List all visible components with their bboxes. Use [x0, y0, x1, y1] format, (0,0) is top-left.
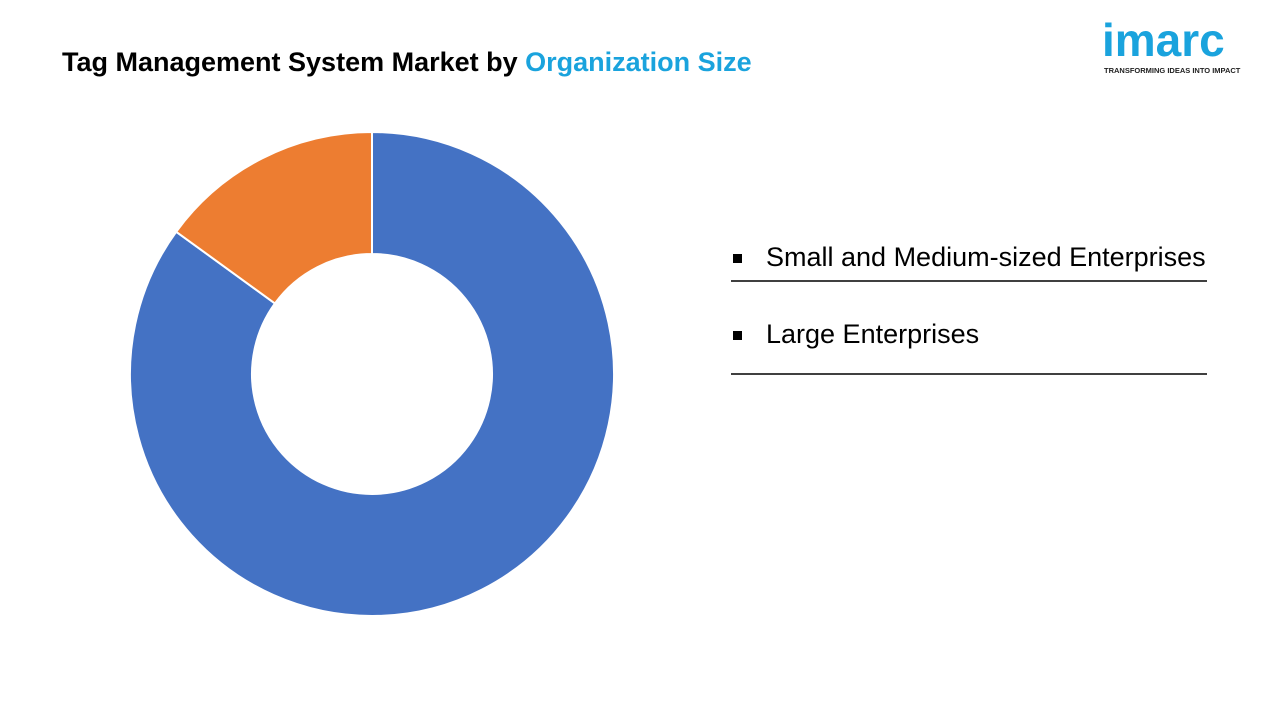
donut-slice	[129, 130, 615, 617]
legend-label: Small and Medium-sized Enterprises	[766, 242, 1206, 272]
title-main: Tag Management System Market by	[62, 47, 518, 77]
donut-slice	[174, 130, 373, 305]
title-highlight: Organization Size	[525, 47, 752, 77]
legend-label: Large Enterprises	[766, 319, 979, 349]
legend-bullet	[733, 254, 742, 263]
legend-bullet	[733, 331, 742, 340]
logo-name: imarc	[1102, 14, 1225, 66]
logo-tagline: TRANSFORMING IDEAS INTO IMPACT	[1104, 66, 1241, 75]
chart-title: Tag Management System Market by Organiza…	[62, 47, 752, 77]
